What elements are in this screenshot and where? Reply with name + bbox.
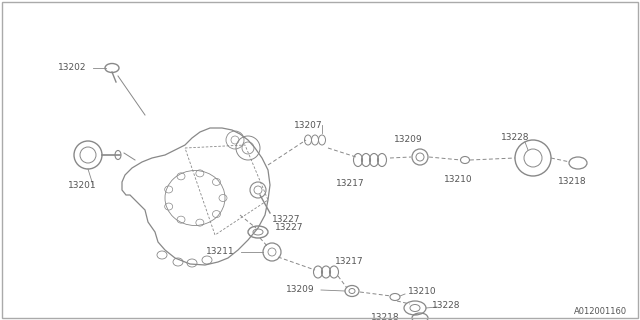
Text: 13201: 13201	[68, 180, 97, 189]
Text: A012001160: A012001160	[574, 308, 627, 316]
Text: 13207: 13207	[294, 121, 323, 130]
Text: 13227: 13227	[275, 223, 303, 233]
Text: 13227: 13227	[272, 215, 301, 225]
Text: 13217: 13217	[336, 179, 364, 188]
Text: 13218: 13218	[371, 314, 400, 320]
Text: 13228: 13228	[432, 300, 461, 309]
Text: 13217: 13217	[335, 258, 364, 267]
Text: 13228: 13228	[500, 133, 529, 142]
Text: 13209: 13209	[286, 285, 315, 294]
Text: 13202: 13202	[58, 63, 86, 73]
Text: 13210: 13210	[408, 286, 436, 295]
Text: 13209: 13209	[394, 135, 422, 145]
Text: 13211: 13211	[206, 247, 235, 257]
Text: 13210: 13210	[444, 175, 472, 185]
Text: 13218: 13218	[557, 178, 586, 187]
